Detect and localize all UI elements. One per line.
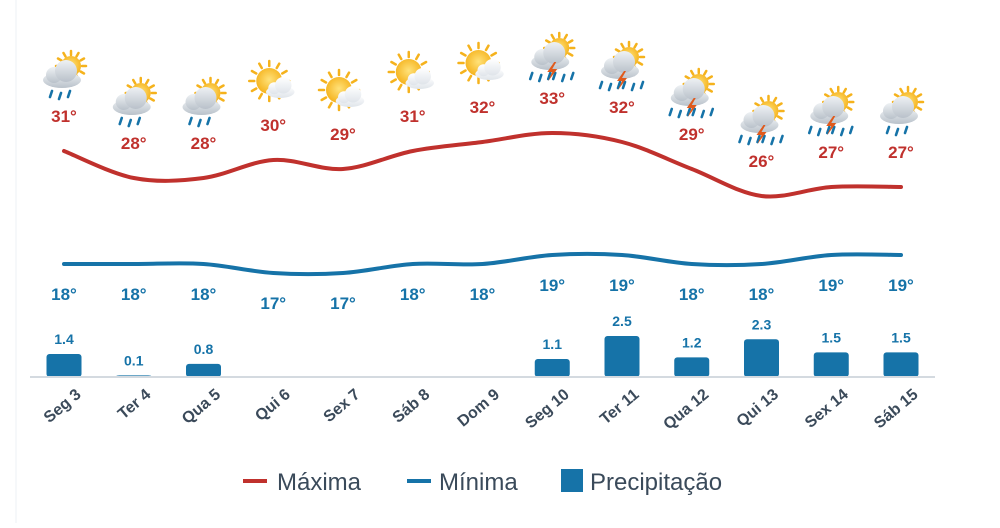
precipitation-bar bbox=[604, 336, 640, 377]
min-temperature-label: 18° bbox=[51, 285, 77, 304]
max-temperature-label: 29° bbox=[679, 125, 705, 144]
min-temperature-label: 18° bbox=[679, 285, 705, 304]
max-temperature-label: 31° bbox=[51, 107, 77, 126]
precipitation-label: 1.5 bbox=[822, 329, 842, 345]
rain-sun-icon bbox=[43, 49, 88, 101]
precipitation-series: 1.4 0.1 0.8 1.1 2.5 1.2 2.3 1.5 1.5 bbox=[46, 313, 919, 377]
weather-icons bbox=[43, 31, 925, 146]
x-tick-label: Sex 14 bbox=[802, 386, 852, 432]
rain-sun-icon bbox=[182, 76, 227, 128]
precipitation-bar bbox=[46, 354, 82, 377]
precipitation-bar bbox=[813, 352, 849, 377]
x-tick-label: Sáb 8 bbox=[390, 386, 434, 427]
legend: Máxima Mínima Precipitação bbox=[243, 469, 722, 496]
x-tick-label: Ter 11 bbox=[597, 386, 643, 428]
max-temperature-label: 27° bbox=[818, 143, 844, 162]
precipitation-bar bbox=[534, 358, 570, 377]
legend-item-maxima[interactable]: Máxima bbox=[243, 469, 362, 496]
min-temperature-label: 17° bbox=[260, 294, 286, 313]
legend-item-minima[interactable]: Mínima bbox=[407, 469, 518, 496]
precipitation-bar bbox=[674, 357, 710, 377]
legend-label-minima: Mínima bbox=[439, 469, 518, 496]
precipitation-bar bbox=[883, 352, 919, 377]
storm-sun-icon bbox=[668, 67, 715, 119]
x-tick-label: Qua 5 bbox=[179, 386, 224, 428]
min-series: 18° 18° 18° 17° 17° 18° 18° 19° 19° 18° 18° 19° 19° bbox=[51, 251, 914, 313]
max-series: 31° 28° 28° 30° 29° 31° 32° 33° 32° 29° 26° 27° 27° bbox=[51, 89, 914, 199]
sun-cloud-icon bbox=[387, 50, 434, 94]
x-tick-label: Qui 13 bbox=[734, 386, 782, 431]
storm-sun-icon bbox=[738, 94, 785, 146]
min-temperature-label: 19° bbox=[888, 276, 914, 295]
x-axis-tick-labels: Seg 3 Ter 4 Qua 5 Qui 6 Sex 7 Sáb 8 Dom 9 Seg 1… bbox=[41, 386, 922, 433]
storm-sun-icon bbox=[598, 40, 646, 92]
max-temperature-line bbox=[62, 130, 903, 199]
x-tick-label: Qua 12 bbox=[661, 386, 713, 433]
min-temperature-label: 18° bbox=[749, 285, 775, 304]
x-tick-label: Dom 9 bbox=[455, 386, 503, 431]
max-temperature-label: 28° bbox=[121, 134, 147, 153]
max-temperature-label: 32° bbox=[609, 98, 635, 117]
max-temperature-label: 32° bbox=[470, 98, 496, 117]
max-temperature-label: 26° bbox=[749, 152, 775, 171]
x-tick-label: Qui 6 bbox=[252, 386, 294, 425]
max-temperature-label: 30° bbox=[260, 116, 286, 135]
min-temperature-label: 18° bbox=[191, 285, 217, 304]
rain-sun-icon bbox=[880, 85, 925, 137]
precipitation-label: 1.2 bbox=[682, 334, 702, 350]
x-tick-label: Sex 7 bbox=[321, 386, 364, 426]
precipitation-label: 1.1 bbox=[543, 336, 563, 352]
min-temperature-label: 18° bbox=[400, 285, 426, 304]
precipitation-bar bbox=[744, 339, 779, 377]
x-tick-label: Seg 3 bbox=[41, 386, 85, 427]
min-temperature-line bbox=[62, 251, 903, 277]
storm-sun-icon bbox=[807, 85, 855, 137]
precipitation-label: 0.1 bbox=[124, 352, 144, 368]
max-temperature-label: 27° bbox=[888, 143, 914, 162]
sun-cloud-icon bbox=[317, 68, 365, 112]
legend-item-precipitacao[interactable]: Precipitação bbox=[561, 469, 722, 496]
x-tick-label: Sáb 15 bbox=[871, 386, 922, 432]
precipitation-label: 1.4 bbox=[54, 331, 74, 347]
legend-swatch-precipitacao bbox=[561, 469, 583, 492]
max-temperature-label: 33° bbox=[539, 89, 565, 108]
precipitation-label: 2.5 bbox=[612, 313, 632, 329]
min-temperature-label: 19° bbox=[539, 276, 565, 295]
min-temperature-label: 19° bbox=[818, 276, 844, 295]
legend-label-precipitacao: Precipitação bbox=[590, 469, 722, 496]
min-temperature-label: 18° bbox=[121, 285, 147, 304]
precipitation-label: 2.3 bbox=[752, 316, 772, 332]
min-temperature-label: 19° bbox=[609, 276, 635, 295]
legend-label-maxima: Máxima bbox=[277, 469, 362, 496]
precipitation-label: 1.5 bbox=[891, 329, 911, 345]
sun-cloud-icon bbox=[457, 41, 504, 85]
x-tick-label: Seg 10 bbox=[522, 386, 573, 432]
max-temperature-label: 31° bbox=[400, 107, 426, 126]
storm-sun-icon bbox=[528, 31, 576, 83]
precipitation-bar bbox=[186, 363, 221, 377]
rain-sun-icon bbox=[112, 76, 157, 128]
max-temperature-label: 28° bbox=[191, 134, 217, 153]
sun-cloud-icon bbox=[248, 59, 295, 103]
min-temperature-label: 17° bbox=[330, 294, 356, 313]
x-tick-label: Ter 4 bbox=[115, 386, 154, 423]
precipitation-label: 0.8 bbox=[194, 341, 214, 357]
max-temperature-label: 29° bbox=[330, 125, 356, 144]
min-temperature-label: 18° bbox=[470, 285, 496, 304]
